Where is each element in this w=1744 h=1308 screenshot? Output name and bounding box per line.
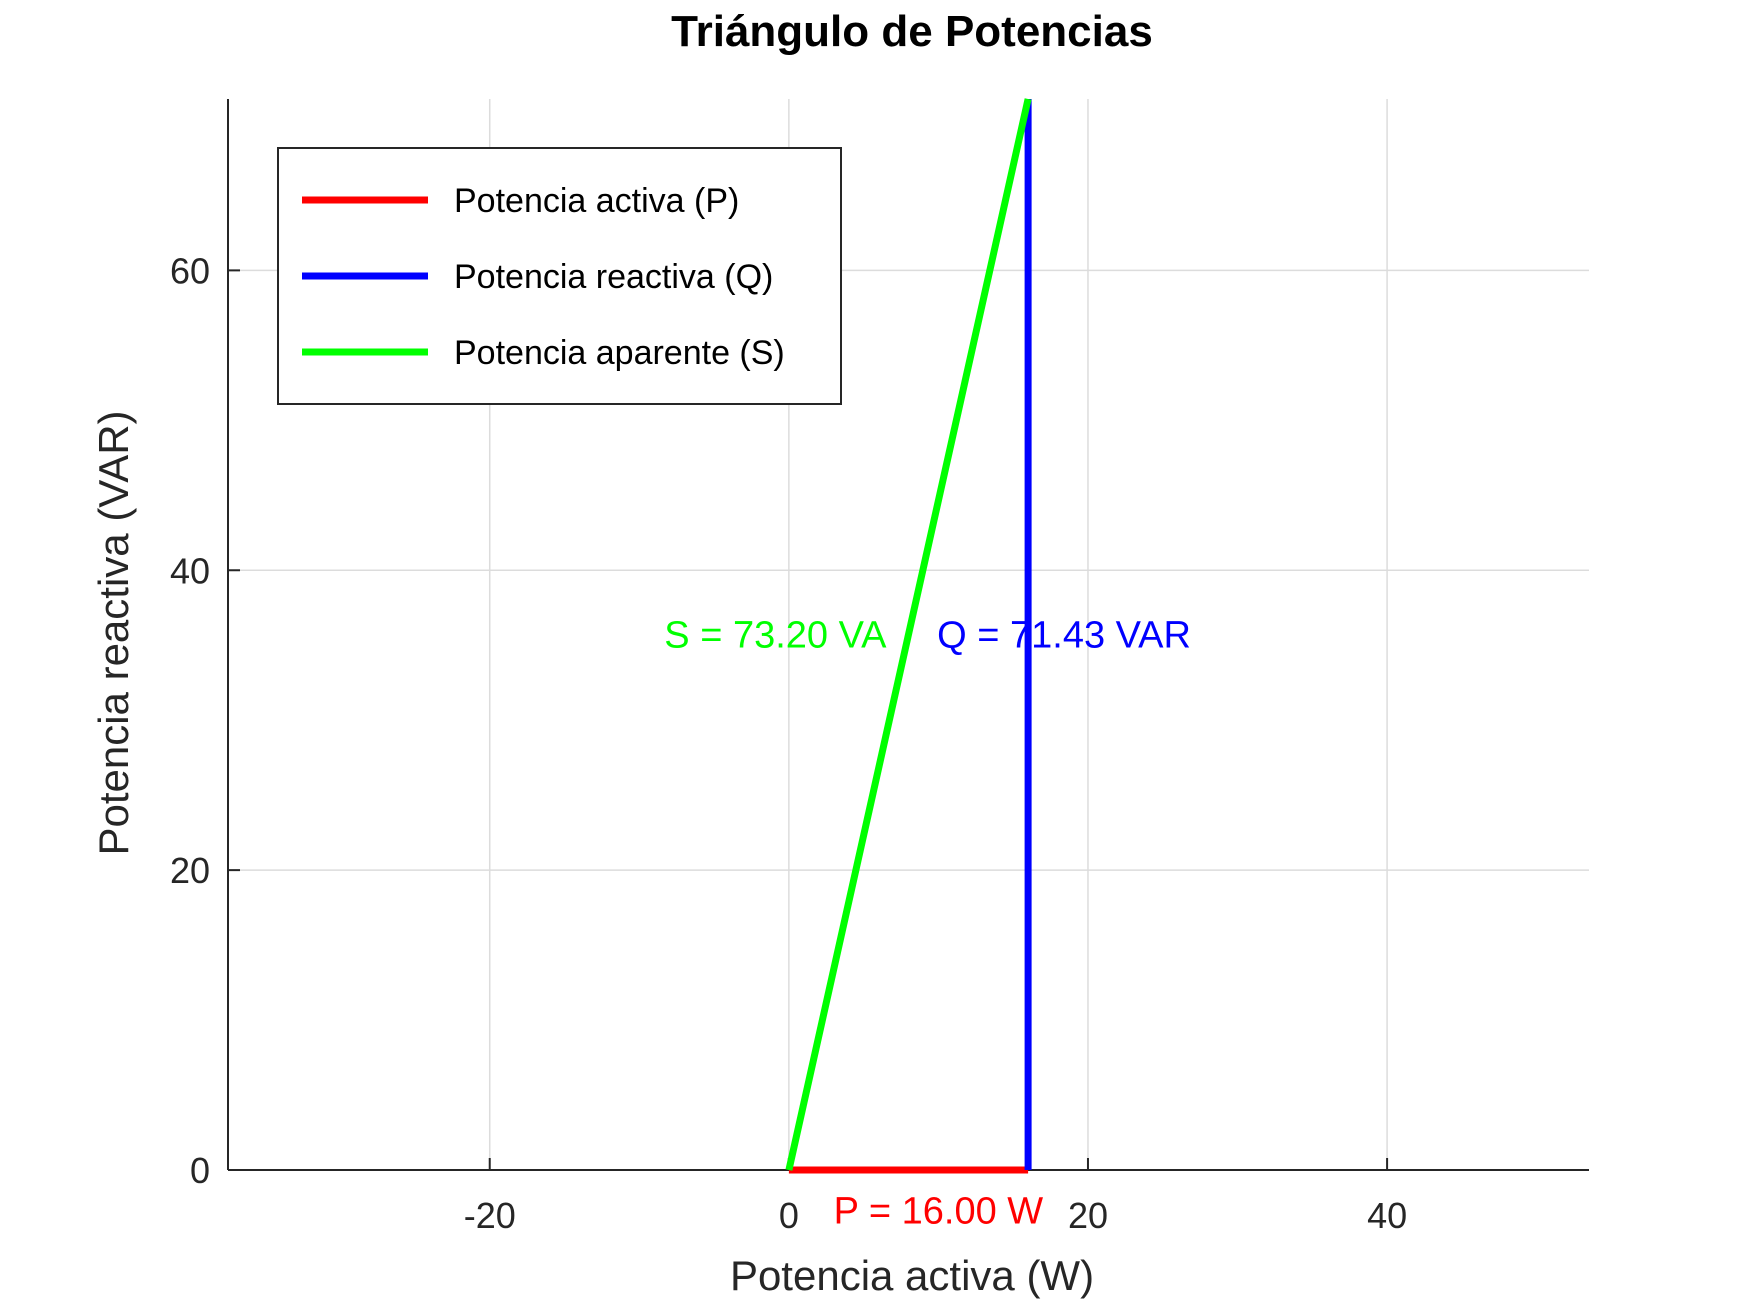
y-tick-label: 60 (170, 250, 210, 291)
legend: Potencia activa (P) Potencia reactiva (Q)… (277, 147, 842, 405)
series-line-3 (785, 98, 1032, 1171)
legend-label-1: Potencia activa (P) (454, 182, 739, 220)
y-tick-label: 40 (170, 550, 210, 591)
annotations: P = 16.00 W Q = 71.43 VAR S = 73.20 VA (664, 615, 1191, 1233)
y-tick-label: 20 (170, 850, 210, 891)
x-tick-label: -20 (464, 1195, 516, 1236)
x-tick-label: 40 (1367, 1195, 1407, 1236)
y-axis-label: Potencia reactiva (VAR) (90, 410, 137, 855)
x-tick-label: 0 (779, 1195, 799, 1236)
legend-label-2: Potencia reactiva (Q) (454, 258, 773, 296)
y-tick-label: 0 (190, 1150, 210, 1191)
annotation-1: P = 16.00 W (834, 1190, 1044, 1232)
tick-labels: -20 0 20 40 0 20 40 60 (170, 250, 1407, 1236)
x-axis-label: Potencia activa (W) (730, 1252, 1094, 1299)
chart-title: Triángulo de Potencias (671, 7, 1153, 56)
annotation-2: Q = 71.43 VAR (937, 615, 1191, 657)
legend-label-3: Potencia aparente (S) (454, 334, 785, 372)
x-tick-label: 20 (1068, 1195, 1108, 1236)
annotation-3: S = 73.20 VA (664, 615, 887, 657)
series-lines (785, 98, 1032, 1174)
